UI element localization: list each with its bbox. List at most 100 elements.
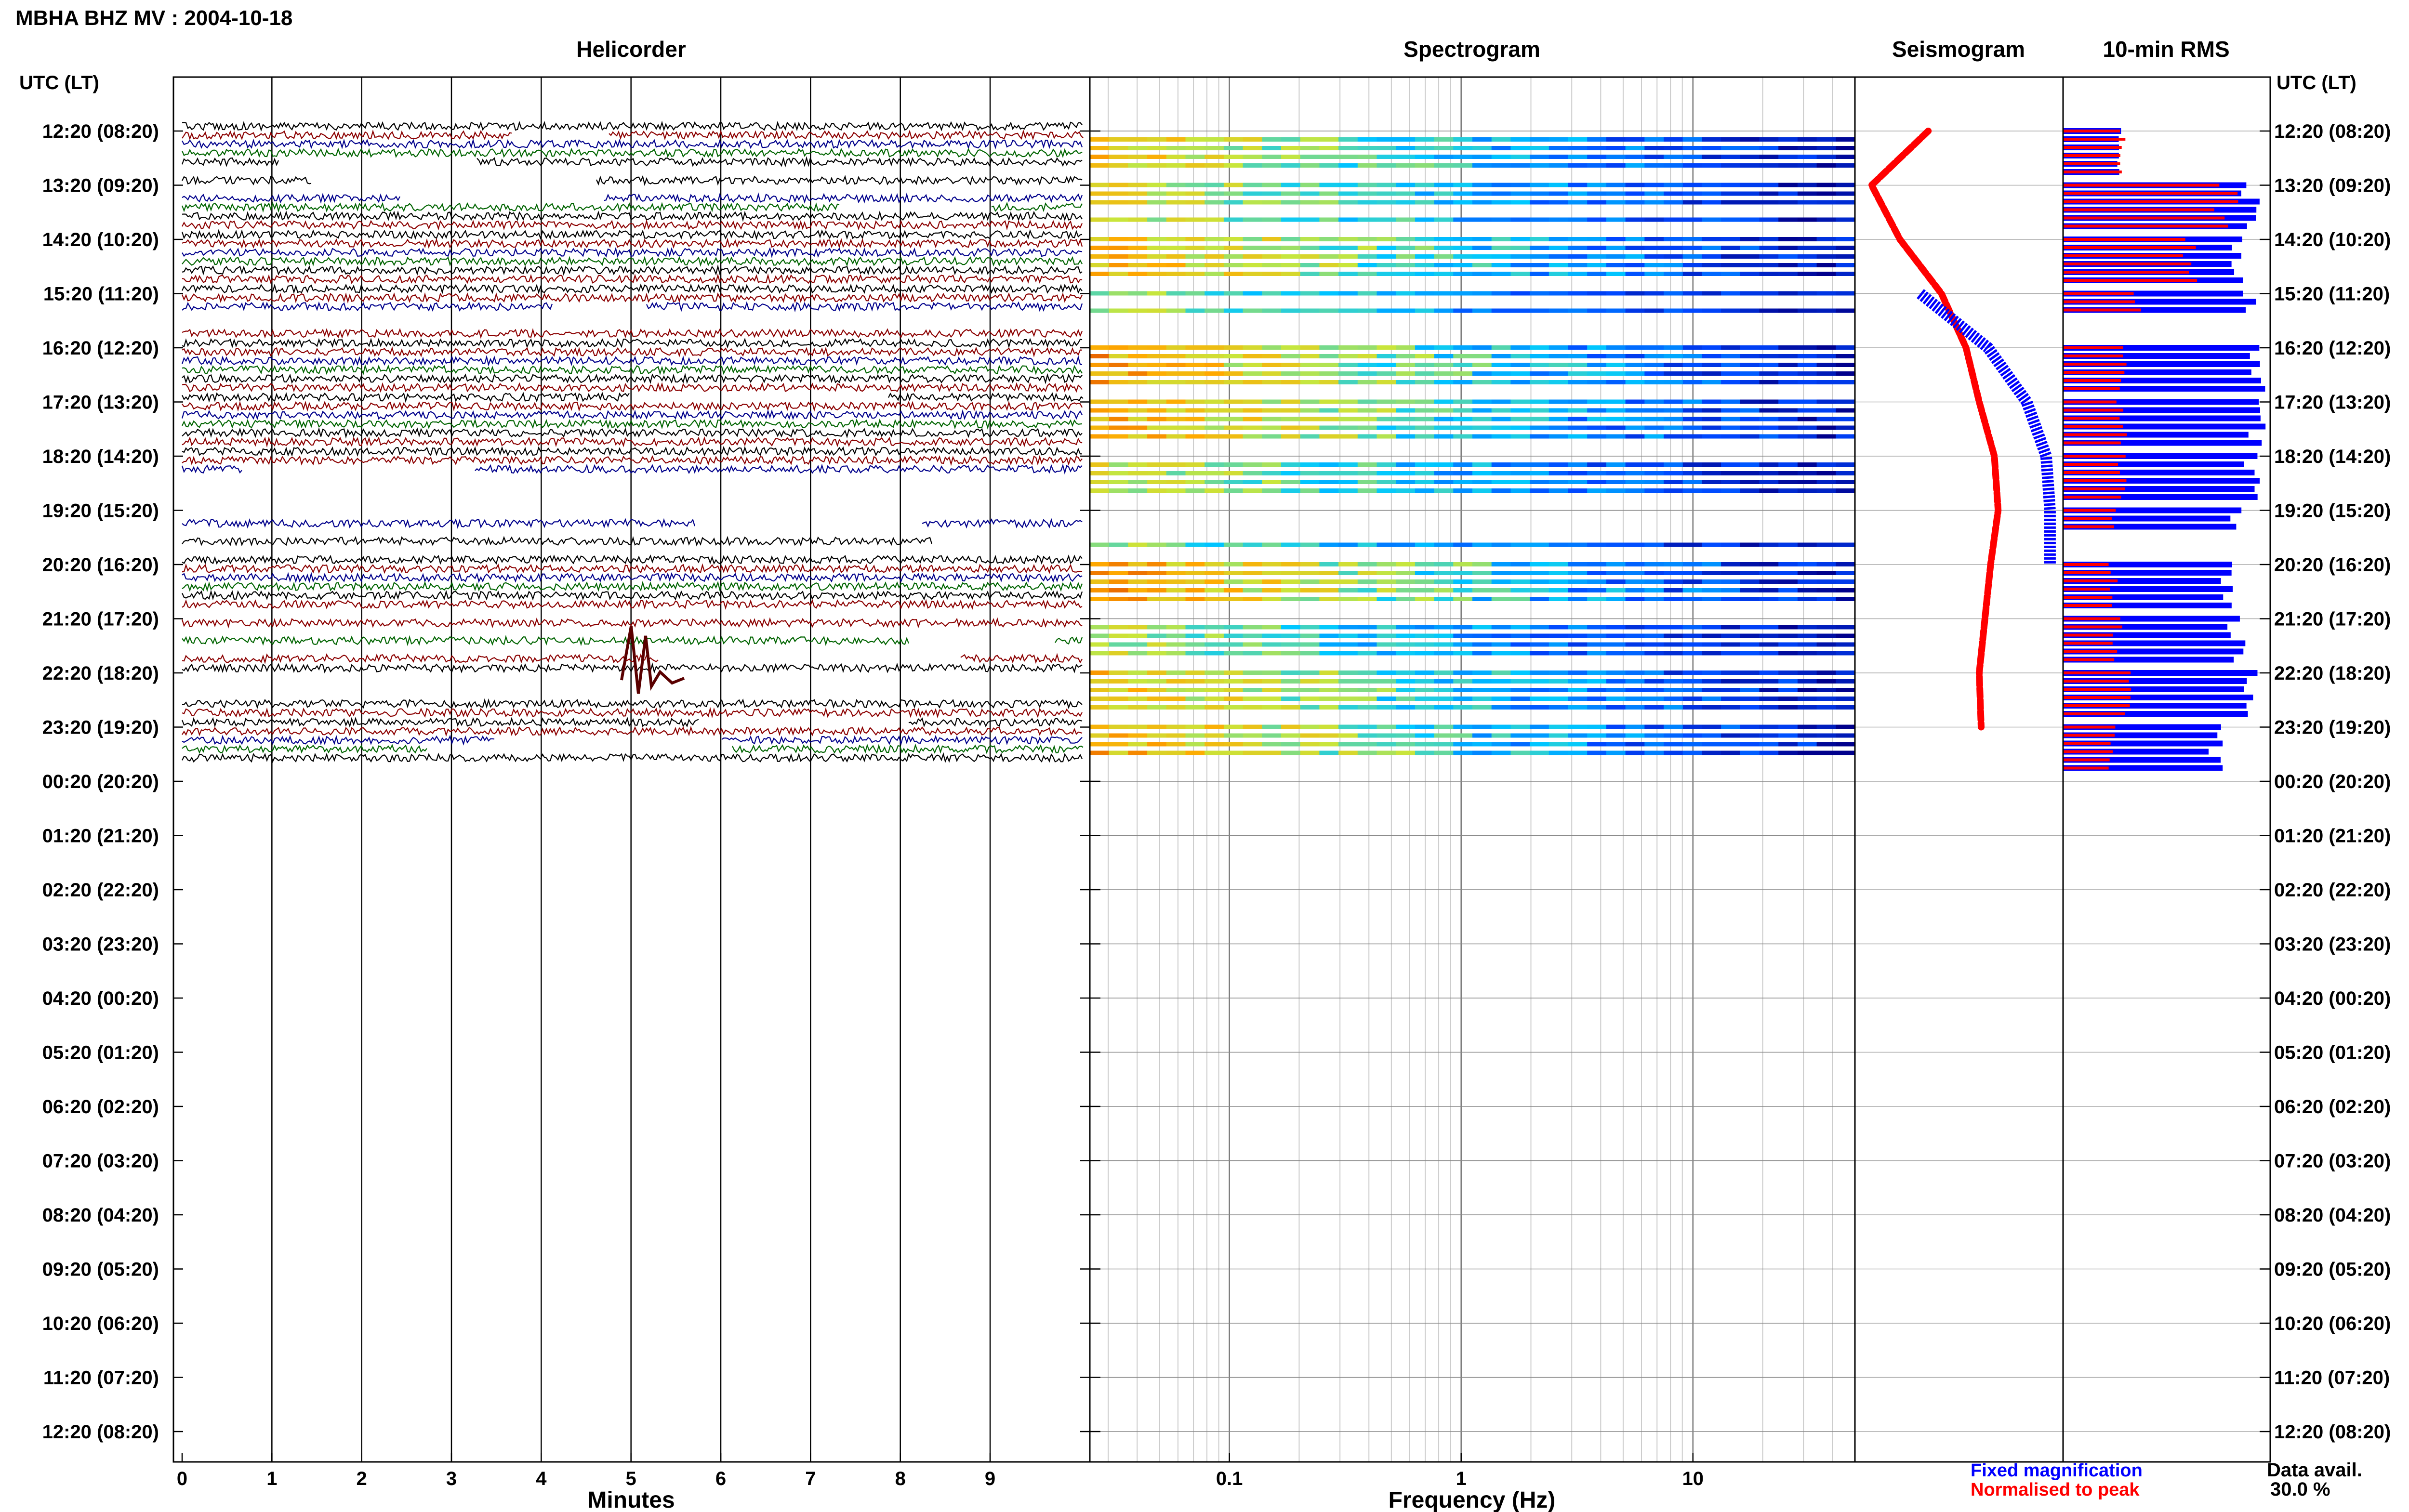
spectrogram-cell: [1109, 399, 1128, 404]
spectrogram-cell: [1816, 417, 1836, 421]
spectrogram-cell: [1377, 488, 1396, 493]
spectrogram-cell: [1778, 480, 1798, 484]
spectrogram-cell: [1128, 417, 1148, 421]
spectrogram-cell: [1778, 462, 1798, 467]
spectrogram-cell: [1472, 291, 1492, 296]
spectrogram-cell: [1147, 183, 1167, 187]
spectrogram-cell: [1185, 488, 1205, 493]
spectrogram-cell: [1740, 137, 1760, 142]
spectrogram-cell: [1606, 363, 1626, 367]
time-label-left: 15:20 (11:20): [43, 284, 159, 305]
spectrogram-cell: [1625, 371, 1645, 376]
spectrogram-cell: [1319, 705, 1339, 710]
spectrogram-cell: [1549, 417, 1568, 421]
spectrogram-cell: [1472, 571, 1492, 575]
spectrogram-cell: [1721, 750, 1741, 755]
spectrogram-cell: [1185, 399, 1205, 404]
spectrogram-cell: [1816, 542, 1836, 547]
spectrogram-cell: [1644, 200, 1664, 205]
spectrogram-cell: [1377, 408, 1396, 413]
spectrogram-cell: [1625, 480, 1645, 484]
spectrogram-cell: [1147, 163, 1167, 168]
spectrogram-cell: [1357, 679, 1377, 684]
spectrogram-cell: [1415, 750, 1435, 755]
spectrogram-cell: [1128, 291, 1148, 296]
spectrogram-cell: [1721, 217, 1741, 222]
spectrogram-cell: [1759, 542, 1779, 547]
spectrogram-cell: [1223, 237, 1244, 241]
spectrogram-cell: [1472, 562, 1492, 566]
spectrogram-cell: [1377, 671, 1396, 675]
spectrogram-cell: [1357, 254, 1377, 259]
spectrogram-cell: [1338, 272, 1358, 276]
spectrogram-cell: [1682, 579, 1702, 584]
spectrogram-cell: [1816, 579, 1836, 584]
time-label-right: 09:20 (05:20): [2274, 1259, 2391, 1280]
spectrogram-cell: [1281, 408, 1301, 413]
spectrogram-cell: [1682, 254, 1702, 259]
spectrogram-cell: [1319, 246, 1339, 250]
spectrogram-cell: [1702, 155, 1721, 159]
spectrogram-cell: [1759, 137, 1779, 142]
spectrogram-cell: [1415, 380, 1435, 384]
spectrogram-cell: [1338, 183, 1358, 187]
spectrogram-cell: [1530, 354, 1549, 358]
spectrogram-cell: [1338, 137, 1358, 142]
spectrogram-cell: [1377, 183, 1396, 187]
spectrogram-cell: [1816, 137, 1836, 142]
spectrogram-cell: [1147, 542, 1167, 547]
spectrogram-cell: [1090, 137, 1110, 142]
time-label-right: 07:20 (03:20): [2274, 1151, 2391, 1172]
spectrogram-cell: [1664, 408, 1683, 413]
spectrogram-cell: [1606, 471, 1626, 475]
spectrogram-cell: [1415, 588, 1435, 592]
spectrogram-cell: [1109, 480, 1128, 484]
spectrogram-cell: [1109, 137, 1128, 142]
spectrogram-cell: [1090, 733, 1110, 738]
spectrogram-cell: [1549, 155, 1568, 159]
time-label-right: 11:20 (07:20): [2274, 1367, 2390, 1389]
time-label-left: 05:20 (01:20): [42, 1042, 159, 1064]
spectrogram-cell: [1128, 597, 1148, 601]
helicorder-trace: [182, 436, 1083, 448]
spectrogram-cell: [1109, 750, 1128, 755]
spectrogram-cell: [1377, 380, 1396, 384]
spectrogram-cell: [1262, 488, 1282, 493]
helicorder-trace: [182, 382, 1083, 393]
spectrogram-cell: [1147, 146, 1167, 150]
helicorder-trace: [182, 589, 1083, 601]
spectrogram-cell: [1204, 380, 1224, 384]
spectrogram-cell: [1300, 425, 1320, 430]
spectrogram-cell: [1357, 291, 1377, 296]
spectrogram-cell: [1587, 750, 1607, 755]
spectrogram-cell: [1759, 625, 1779, 630]
spectrogram-cell: [1816, 562, 1836, 566]
spectrogram-cell: [1664, 291, 1683, 296]
helicorder-trace: [181, 201, 1083, 213]
spectrogram-cell: [1396, 434, 1416, 439]
spectrogram-cell: [1262, 137, 1282, 142]
spectrogram-cell: [1664, 651, 1683, 656]
spectrogram-cell: [1300, 742, 1320, 747]
spectrogram-cell: [1243, 579, 1262, 584]
spectrogram-cell: [1319, 488, 1339, 493]
spectrogram-cell: [1204, 750, 1224, 755]
spectrogram-cell: [1415, 291, 1435, 296]
spectrogram-cell: [1166, 155, 1186, 159]
spectrogram-cell: [1090, 750, 1110, 755]
spectrogram-cell: [1836, 562, 1855, 566]
spectrogram-cell: [1510, 462, 1530, 467]
spectrogram-cell: [1434, 200, 1454, 205]
spectrogram-cell: [1281, 345, 1301, 350]
spectrogram-cell: [1281, 651, 1301, 656]
spectrogram-cell: [1530, 417, 1549, 421]
spectrogram-cell: [1510, 399, 1530, 404]
helicorder-trace: [182, 138, 1083, 150]
spectrogram-cell: [1625, 183, 1645, 187]
spectrogram-cell: [1338, 434, 1358, 439]
spectrogram-cell: [1128, 345, 1148, 350]
spectrogram-cell: [1836, 363, 1855, 367]
data-avail-value: 30.0 %: [2270, 1479, 2330, 1500]
spectrogram-cell: [1568, 750, 1588, 755]
spectrogram-cell: [1415, 642, 1435, 647]
